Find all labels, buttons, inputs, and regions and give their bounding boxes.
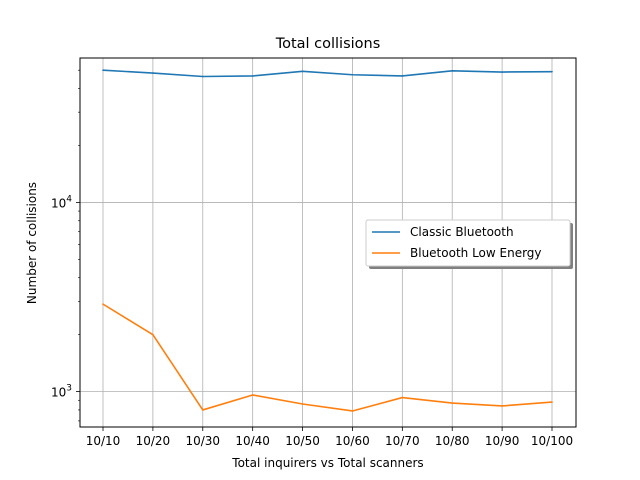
data-point <box>501 71 503 73</box>
data-point <box>551 401 553 403</box>
x-tick-label: 10/50 <box>285 434 320 448</box>
data-point <box>451 70 454 72</box>
legend-label: Bluetooth Low Energy <box>410 246 542 260</box>
data-point <box>102 303 104 305</box>
y-axis-ticks: 103 104 <box>51 69 80 422</box>
x-tick-label: 10/60 <box>335 434 370 448</box>
x-tick-label: 10/80 <box>435 434 470 448</box>
legend-box <box>365 219 571 267</box>
data-point <box>201 409 204 411</box>
data-point <box>301 70 304 73</box>
x-axis-label: Total inquirers vs Total scanners <box>231 456 423 470</box>
data-point <box>102 69 104 71</box>
plot-area-frame <box>79 57 577 428</box>
data-point <box>301 403 304 405</box>
x-tick-label: 10/70 <box>385 434 420 448</box>
series-lines <box>102 69 553 412</box>
series-line-0 <box>102 69 553 78</box>
data-point <box>152 72 154 74</box>
data-point <box>401 75 404 77</box>
legend: Classic Bluetooth Bluetooth Low Energy <box>365 219 573 269</box>
series-line-1 <box>102 303 553 412</box>
chart-title: Total collisions <box>275 36 381 52</box>
x-tick-label: 10/30 <box>185 434 220 448</box>
legend-label: Classic Bluetooth <box>410 225 514 239</box>
data-point <box>401 396 404 399</box>
x-tick-label: 10/20 <box>136 434 171 448</box>
data-point <box>351 73 354 76</box>
x-axis-ticks: 10/10 10/20 10/30 10/40 10/50 10/60 10/70 10/80… <box>86 427 573 448</box>
data-point <box>152 333 154 336</box>
data-point <box>501 405 503 407</box>
x-tick-label: 10/10 <box>86 434 121 448</box>
data-point <box>201 75 204 78</box>
data-point <box>251 394 254 396</box>
y-axis-label: Number of collisions <box>25 182 39 304</box>
data-point <box>451 402 454 404</box>
x-tick-label: 10/100 <box>531 434 573 448</box>
data-point <box>251 75 254 77</box>
x-tick-label: 10/90 <box>485 434 520 448</box>
data-point <box>551 70 553 73</box>
y-tick-label: 104 <box>51 194 72 210</box>
data-point <box>351 410 354 412</box>
x-tick-label: 10/40 <box>235 434 270 448</box>
y-tick-label: 103 <box>51 384 72 400</box>
